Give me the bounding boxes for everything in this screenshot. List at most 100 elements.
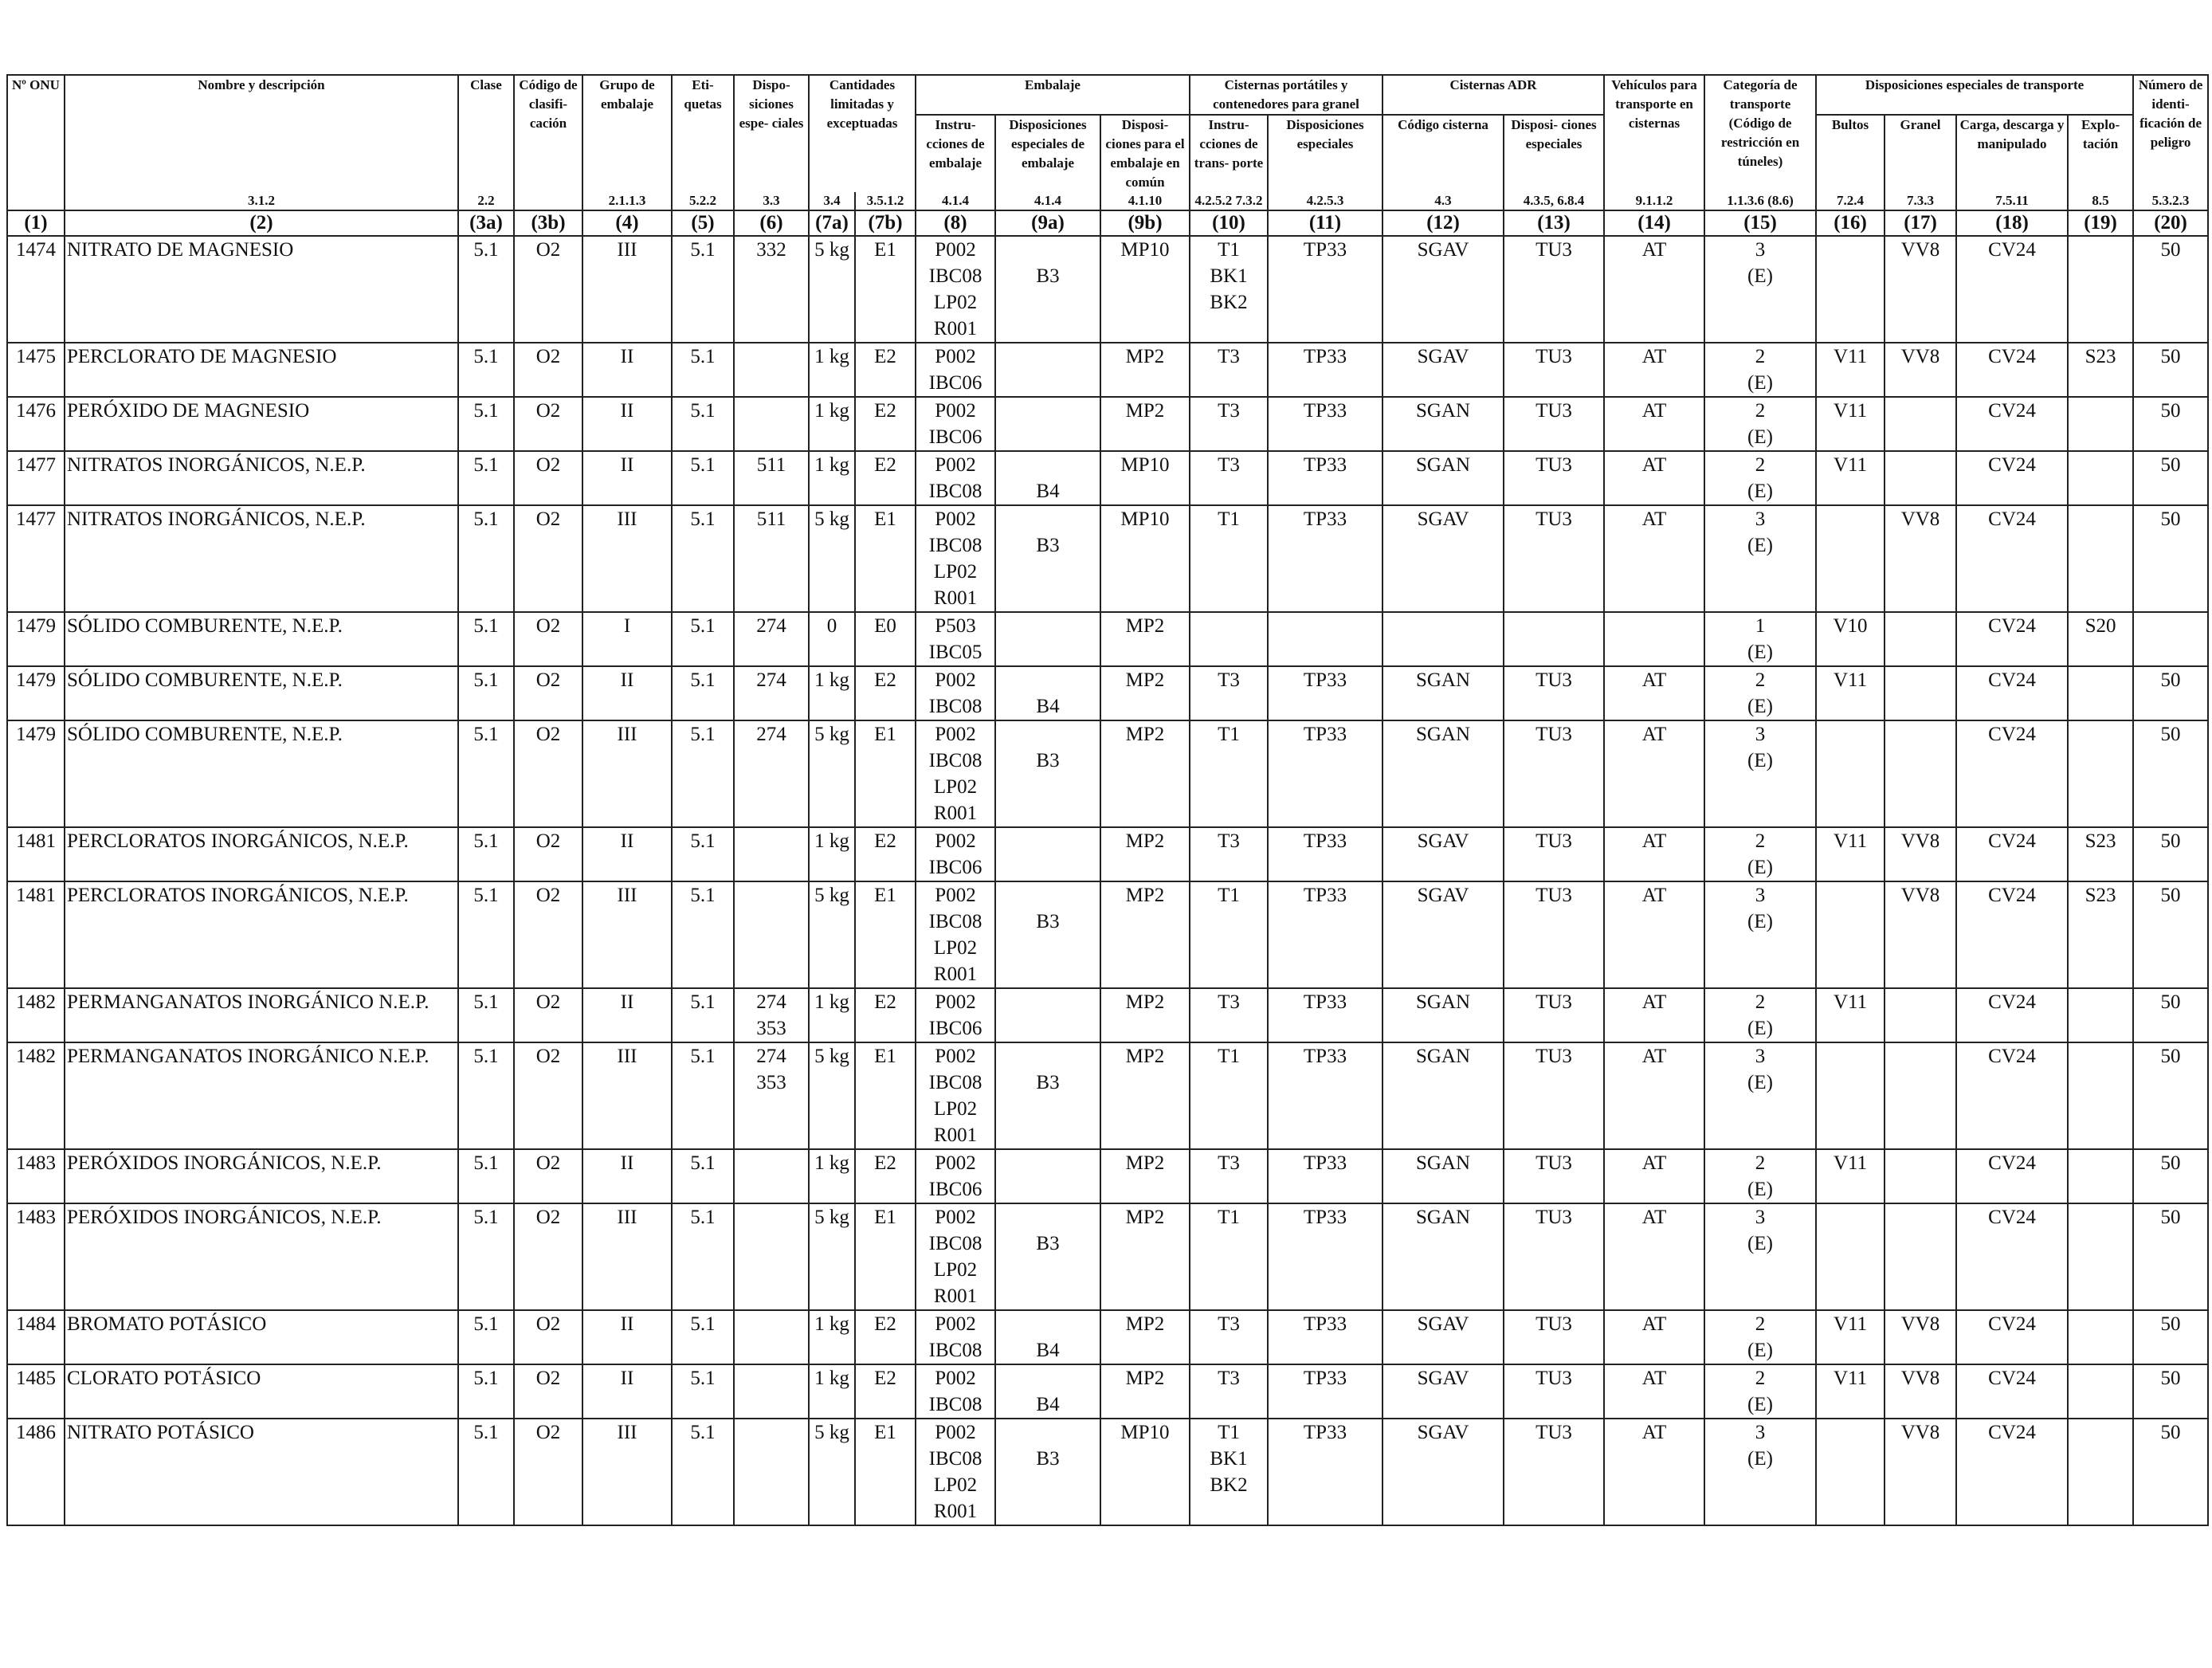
cell-c11: TP33	[1266, 396, 1384, 452]
cell-text: TP33	[1303, 1368, 1347, 1389]
cell-text: 50	[2160, 1046, 2181, 1067]
cell-text: 1 kg	[814, 400, 849, 422]
column-number: (13)	[1503, 210, 1606, 237]
cell-c14: AT	[1603, 342, 1706, 398]
cell-text: SGAV	[1417, 346, 1469, 367]
cell-line: T3	[1218, 669, 1240, 691]
cell-text: B3	[1036, 911, 1060, 932]
cell-text: SGAN	[1415, 724, 1471, 745]
cell-text: TP33	[1303, 885, 1347, 906]
cell-text: S23	[2085, 885, 2116, 906]
cell-c10: T1	[1189, 720, 1269, 828]
cell-text: AT	[1641, 1152, 1667, 1174]
cell-c13: TU3	[1503, 987, 1606, 1043]
cell-text: TU3	[1535, 1422, 1572, 1443]
cell-c14: AT	[1603, 987, 1706, 1043]
cell-text: CV24	[1988, 724, 2036, 745]
cell-text: 1481	[16, 830, 56, 852]
header-tank-vehicles: Vehículos para transporte en cisternas	[1603, 74, 1706, 192]
cell-c1: 1483	[6, 1148, 65, 1204]
cell-c10: T3	[1189, 826, 1269, 882]
cell-c7a: 1 kg	[808, 1148, 856, 1204]
cell-text: AT	[1641, 508, 1667, 530]
cell-c3a: 5.1	[457, 611, 515, 667]
cell-c16	[1815, 1203, 1886, 1311]
cell-c14: AT	[1603, 396, 1706, 452]
cell-line: P002	[935, 885, 976, 906]
cell-c16	[1815, 235, 1886, 343]
cell-c16	[1815, 504, 1886, 613]
cell-c4: II	[582, 342, 673, 398]
cell-c3b: O2	[513, 1309, 583, 1365]
cell-text: 50	[2160, 454, 2181, 476]
cell-c4: III	[582, 720, 673, 828]
cell-c10: T3	[1189, 1364, 1269, 1419]
cell-c8: P002 IBC06	[915, 987, 996, 1043]
cell-text: 5.1	[473, 1422, 499, 1443]
cell-c17: VV8	[1884, 826, 1958, 882]
cell-text: 5.1	[690, 1313, 716, 1335]
cell-c9b: MP2	[1100, 720, 1190, 828]
cell-line: IBC08	[928, 1072, 982, 1093]
cell-text: 5.1	[473, 508, 499, 530]
header-classification-code: Código de clasifi- cación	[513, 74, 583, 192]
cell-text: III	[617, 1422, 637, 1443]
cell-text: O2	[535, 1046, 561, 1067]
cell-c6: 274	[733, 611, 810, 667]
cell-c10: T1	[1189, 504, 1269, 613]
cell-c20: 50	[2132, 1364, 2210, 1419]
cell-text: III	[617, 885, 637, 906]
column-number: (12)	[1382, 210, 1505, 237]
cell-c3b: O2	[513, 1203, 583, 1311]
cell-text: 5.1	[473, 239, 499, 261]
cell-text: 1483	[16, 1207, 56, 1228]
cell-text: II	[620, 400, 634, 422]
cell-text: B3	[1036, 1072, 1060, 1093]
cell-line: T1	[1218, 1046, 1240, 1067]
cell-c13: TU3	[1503, 342, 1606, 398]
cell-text: 5.1	[473, 400, 499, 422]
cell-text: B3	[1036, 1233, 1060, 1254]
cell-text: II	[620, 1313, 634, 1335]
cell-line: 274	[756, 991, 786, 1013]
cell-text: S20	[2085, 615, 2116, 637]
cell-text: 50	[2160, 1152, 2181, 1174]
cell-line: T3	[1218, 346, 1240, 367]
cell-text: TP33	[1303, 1313, 1347, 1335]
cell-text: B4	[1036, 1340, 1060, 1361]
header-tank-code-special: Disposi- ciones especiales	[1503, 114, 1606, 192]
cell-line: P002	[935, 346, 976, 367]
cell-c12: SGAV	[1382, 1418, 1505, 1526]
cell-c10: T1 BK1 BK2	[1189, 235, 1269, 343]
cell-c5: 5.1	[671, 1309, 735, 1365]
cell-text: O2	[535, 1313, 561, 1335]
cell-c19	[2067, 235, 2135, 343]
cell-text: 50	[2160, 991, 2181, 1013]
cell-text: AT	[1641, 454, 1667, 476]
cell-c8: P002 IBC06	[915, 1148, 996, 1204]
cell-c8: P002 IBC08 LP02 R001	[915, 881, 996, 989]
cell-text: CLORATO POTÁSICO	[67, 1368, 261, 1389]
header-hazard-id: Número de identi- ficación de peligro	[2132, 74, 2210, 192]
cell-c7b: E0	[854, 611, 916, 667]
cell-c16: V10	[1815, 611, 1886, 667]
cell-text: PERCLORATO DE MAGNESIO	[67, 346, 337, 367]
header-portable-tanks: Cisternas portátiles y contenedores para…	[1188, 74, 1384, 116]
cell-c3b: O2	[513, 1418, 583, 1526]
cell-line: LP02	[933, 292, 978, 313]
column-number: (20)	[2132, 210, 2210, 237]
table-row: 1479 SÓLIDO COMBURENTE, N.E.P. 5.1 O2 III 5.1…	[6, 720, 2210, 828]
cell-text: SGAV	[1417, 830, 1469, 852]
cell-line: P002	[935, 1152, 976, 1174]
cell-text: CV24	[1988, 1313, 2036, 1335]
cell-text: SGAN	[1415, 991, 1471, 1013]
cell-c10: T3	[1189, 1309, 1269, 1365]
cell-c14: AT	[1603, 1418, 1706, 1526]
cell-c3a: 5.1	[457, 1203, 515, 1311]
cell-line: T3	[1218, 1152, 1240, 1174]
cell-c20: 50	[2132, 1148, 2210, 1204]
cell-text: III	[617, 1046, 637, 1067]
cell-line: (E)	[1747, 535, 1773, 556]
cell-c14: AT	[1603, 1203, 1706, 1311]
cell-text: E1	[874, 1207, 896, 1228]
